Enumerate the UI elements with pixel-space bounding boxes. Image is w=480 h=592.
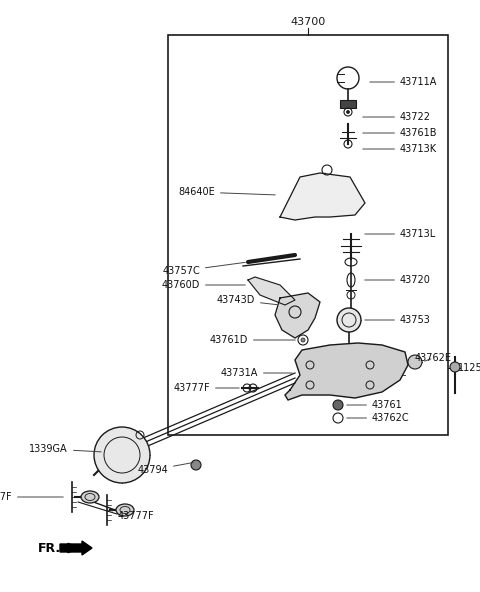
- Bar: [168, 35, 448, 435]
- Circle shape: [191, 460, 201, 470]
- Text: 43720: 43720: [365, 275, 431, 285]
- Text: 43760D: 43760D: [162, 280, 245, 290]
- Bar: [340, 100, 356, 108]
- Text: 43700: 43700: [290, 17, 325, 27]
- Text: 43777F: 43777F: [0, 492, 63, 502]
- Text: 43713L: 43713L: [365, 229, 436, 239]
- Text: 43794: 43794: [137, 462, 193, 475]
- Circle shape: [333, 400, 343, 410]
- Text: 43761D: 43761D: [210, 335, 295, 345]
- Text: 43761B: 43761B: [363, 128, 437, 138]
- Text: FR.: FR.: [38, 542, 61, 555]
- Circle shape: [408, 355, 422, 369]
- Text: 43753: 43753: [365, 315, 431, 325]
- Text: 43762E: 43762E: [415, 353, 452, 363]
- Text: 43713K: 43713K: [363, 144, 437, 154]
- Polygon shape: [285, 343, 408, 400]
- Text: 84640E: 84640E: [178, 187, 275, 197]
- Text: 1339GA: 1339GA: [29, 444, 101, 454]
- Text: 43777F: 43777F: [111, 510, 155, 521]
- Text: 43731A: 43731A: [221, 368, 292, 378]
- Text: 43761: 43761: [347, 400, 403, 410]
- Text: 43757C: 43757C: [162, 262, 245, 276]
- Ellipse shape: [116, 504, 134, 516]
- Text: 43762C: 43762C: [347, 413, 409, 423]
- Circle shape: [301, 338, 305, 342]
- Circle shape: [337, 308, 361, 332]
- Circle shape: [347, 111, 349, 114]
- Circle shape: [450, 362, 460, 372]
- Polygon shape: [275, 293, 320, 338]
- Ellipse shape: [81, 491, 99, 503]
- Circle shape: [94, 427, 150, 483]
- Text: 1125KJ: 1125KJ: [458, 363, 480, 373]
- FancyArrow shape: [60, 541, 92, 555]
- Text: 43711A: 43711A: [370, 77, 437, 87]
- Polygon shape: [280, 173, 365, 220]
- Text: 43743D: 43743D: [216, 295, 277, 305]
- Text: 43777F: 43777F: [173, 383, 239, 393]
- Polygon shape: [248, 277, 295, 305]
- Text: 43722: 43722: [363, 112, 431, 122]
